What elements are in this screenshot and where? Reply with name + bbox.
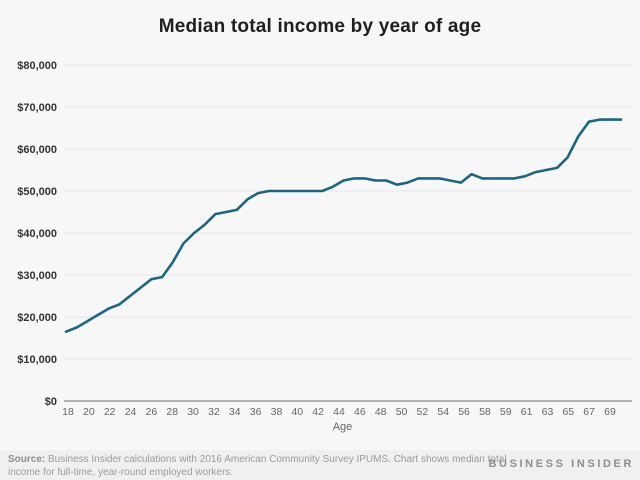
x-tick-label: 50 <box>396 406 408 418</box>
x-tick-label: 24 <box>125 406 137 418</box>
x-tick-label: 34 <box>229 406 241 418</box>
y-tick-label: $0 <box>45 396 57 408</box>
x-tick-label: 69 <box>604 406 616 418</box>
x-tick-label: 30 <box>187 406 199 418</box>
source-label: Source: <box>8 454 46 465</box>
x-tick-label: 48 <box>375 406 387 418</box>
y-tick-label: $30,000 <box>17 270 57 282</box>
y-tick-label: $10,000 <box>17 354 57 366</box>
y-tick-label: $40,000 <box>17 228 57 240</box>
x-tick-label: 63 <box>542 406 554 418</box>
x-tick-label: 42 <box>312 406 324 418</box>
x-tick-label: 56 <box>458 406 470 418</box>
x-tick-label: 36 <box>250 406 262 418</box>
business-insider-logo: BUSINESS INSIDER <box>488 458 634 470</box>
source-body: Business Insider calculations with 2016 … <box>8 454 507 478</box>
x-tick-label: 26 <box>146 406 158 418</box>
x-tick-label: 59 <box>500 406 512 418</box>
median-income-line <box>64 118 623 334</box>
x-tick-label: 22 <box>104 406 116 418</box>
x-tick-label: 32 <box>208 406 220 418</box>
y-tick-label: $70,000 <box>17 102 57 114</box>
x-tick-label: 44 <box>333 406 345 418</box>
x-tick-label: 61 <box>521 406 533 418</box>
source-note: Source: Business Insider calculations wi… <box>8 453 508 479</box>
x-tick-label: 20 <box>83 406 95 418</box>
y-tick-label: $20,000 <box>17 312 57 324</box>
y-tick-label: $80,000 <box>17 60 57 72</box>
x-tick-label: 28 <box>166 406 178 418</box>
chart-title: Median total income by year of age <box>158 16 482 37</box>
x-tick-label: 52 <box>417 406 429 418</box>
x-tick-label: 54 <box>437 406 449 418</box>
footer-bar: Source: Business Insider calculations wi… <box>0 450 640 480</box>
x-tick-label: 40 <box>291 406 303 418</box>
x-tick-label: 46 <box>354 406 366 418</box>
x-tick-label: 38 <box>271 406 283 418</box>
y-tick-label: $60,000 <box>17 144 57 156</box>
x-tick-label: 67 <box>583 406 595 418</box>
x-tick-label: 65 <box>562 406 574 418</box>
y-tick-label: $50,000 <box>17 186 57 198</box>
x-axis-label: Age <box>332 421 353 433</box>
x-tick-label: 18 <box>62 406 74 418</box>
x-tick-label: 58 <box>479 406 491 418</box>
income-line-chart: $0 $10,000 $20,000 $30,000 $40,000 $50,000 $60… <box>17 60 632 418</box>
